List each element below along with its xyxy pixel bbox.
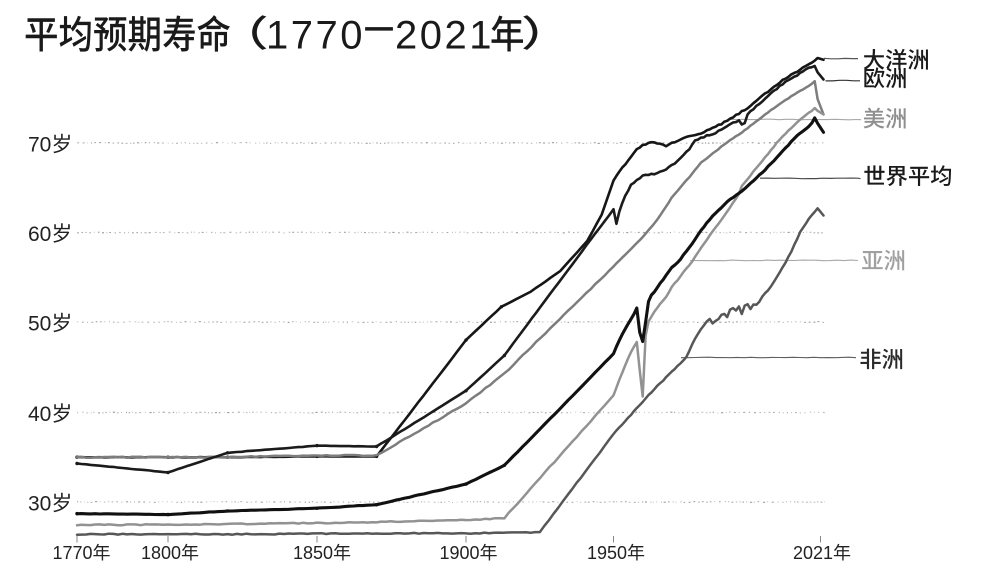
svg-text:50: 50: [28, 313, 51, 336]
svg-text:1770: 1770: [266, 13, 365, 57]
svg-text:1950: 1950: [587, 543, 627, 563]
svg-text:1850: 1850: [293, 543, 333, 563]
svg-text:2021: 2021: [395, 13, 494, 57]
svg-text:1770: 1770: [52, 543, 92, 563]
svg-text:2021: 2021: [793, 543, 833, 563]
svg-text:70: 70: [28, 134, 51, 157]
svg-text:1900: 1900: [439, 543, 479, 563]
svg-text:1800: 1800: [141, 543, 181, 563]
svg-text:60: 60: [28, 223, 51, 246]
svg-text:30: 30: [28, 493, 51, 516]
svg-text:40: 40: [28, 403, 51, 426]
